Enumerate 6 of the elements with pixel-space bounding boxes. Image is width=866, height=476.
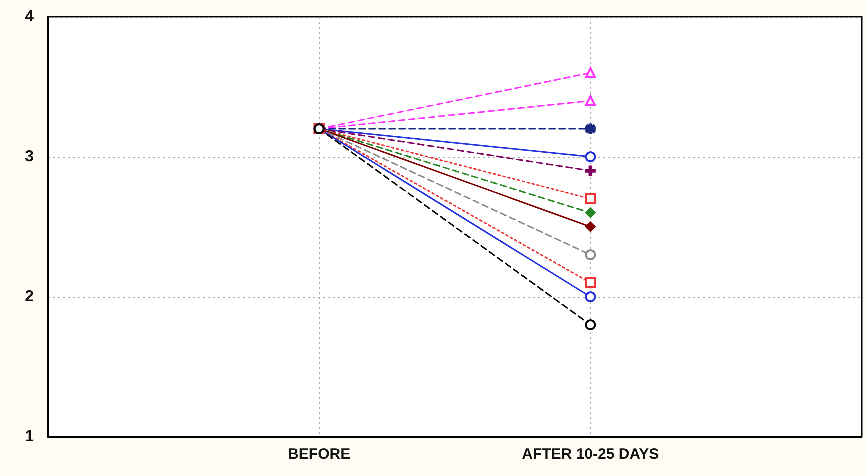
y-tick-label: 1 xyxy=(25,428,34,446)
y-tick-label: 4 xyxy=(25,8,34,26)
y-tick-label: 3 xyxy=(25,148,34,166)
x-tick-label: AFTER 10-25 DAYS xyxy=(522,446,660,463)
y-tick-label: 2 xyxy=(25,288,34,306)
x-tick-label: BEFORE xyxy=(288,446,351,463)
